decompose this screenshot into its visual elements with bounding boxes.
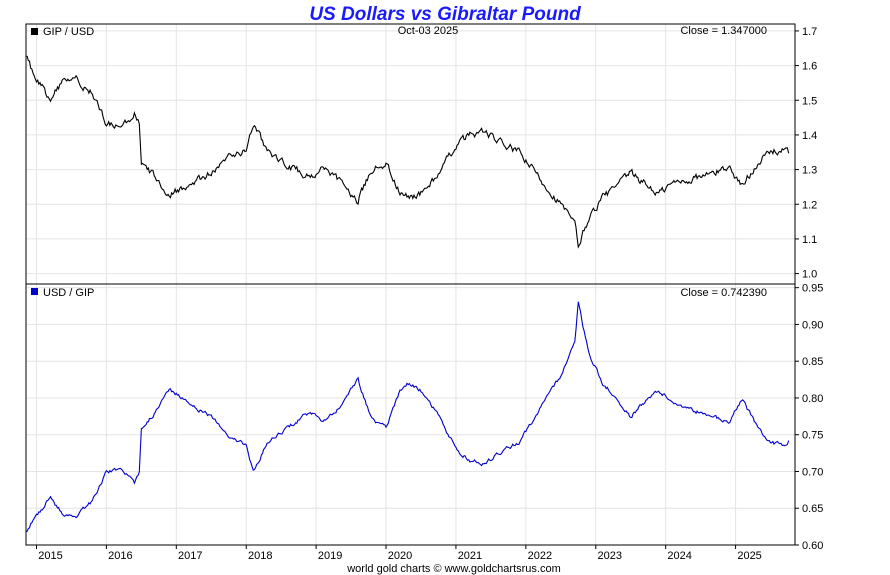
top-panel: 1.0 1.1 1.2 1.3 1.4 1.5 1.6 1.7 GIP / USD Oct-0… (25, 23, 817, 285)
date-label: Oct-03 2025 (398, 25, 459, 37)
bottom-panel: 0.60 0.65 0.70 0.75 0.80 0.85 0.90 0.95 USD / G… (25, 283, 823, 552)
x-tick-label-2: 2017 (178, 550, 202, 562)
bottom-grid (26, 284, 795, 546)
top-ytick-label-4: 1.4 (802, 130, 817, 142)
top-ytick-label-1: 1.1 (802, 234, 817, 246)
bottom-series-group (25, 301, 790, 533)
x-tick-label-5: 2020 (388, 550, 412, 562)
top-ytick-label-2: 1.2 (802, 199, 817, 211)
bottom-legend-label: USD / GIP (43, 287, 94, 299)
top-ytick-label-6: 1.6 (802, 61, 817, 73)
bottom-close-label: Close = 0.742390 (680, 287, 767, 299)
bottom-ytick-label-4: 0.80 (802, 393, 823, 405)
footer-credit: world gold charts © www.goldchartsrus.co… (346, 563, 561, 575)
chart-title: US Dollars vs Gibraltar Pound (309, 4, 581, 25)
x-tick-label-1: 2016 (108, 550, 132, 562)
top-grid (26, 24, 795, 284)
x-tick-label-0: 2015 (38, 550, 62, 562)
x-axis: 2015 2016 2017 2018 2019 2020 2021 2022 2023 2024… (35, 545, 762, 562)
top-ytick-label-5: 1.5 (802, 95, 817, 107)
x-tick-label-3: 2018 (248, 550, 272, 562)
top-series-line (25, 55, 790, 249)
top-ytick-label-3: 1.3 (802, 165, 817, 177)
bottom-ytick-label-3: 0.75 (802, 430, 823, 442)
x-tick-label-7: 2022 (528, 550, 552, 562)
bottom-y-axis: 0.60 0.65 0.70 0.75 0.80 0.85 0.90 0.95 (795, 283, 823, 552)
bottom-ytick-label-0: 0.60 (802, 540, 823, 552)
bottom-ytick-label-2: 0.70 (802, 466, 823, 478)
x-tick-label-9: 2024 (667, 550, 691, 562)
top-series-group (25, 55, 790, 249)
x-tick-label-8: 2023 (598, 550, 622, 562)
bottom-panel-frame (25, 283, 796, 546)
top-ytick-label-7: 1.7 (802, 26, 817, 38)
bottom-series-line (25, 301, 790, 533)
x-tick-label-10: 2025 (737, 550, 761, 562)
top-legend-swatch (31, 28, 38, 35)
top-y-axis: 1.0 1.1 1.2 1.3 1.4 1.5 1.6 1.7 (795, 26, 817, 281)
top-ytick-label-0: 1.0 (802, 269, 817, 281)
top-legend-label: GIP / USD (43, 26, 94, 38)
bottom-legend-swatch (31, 288, 38, 295)
x-tick-label-6: 2021 (458, 550, 482, 562)
bottom-ytick-label-5: 0.85 (802, 356, 823, 368)
bottom-ytick-label-6: 0.90 (802, 319, 823, 331)
x-tick-label-4: 2019 (318, 550, 342, 562)
bottom-ytick-label-7: 0.95 (802, 283, 823, 295)
bottom-ytick-label-1: 0.65 (802, 503, 823, 515)
top-close-label: Close = 1.347000 (680, 25, 767, 37)
